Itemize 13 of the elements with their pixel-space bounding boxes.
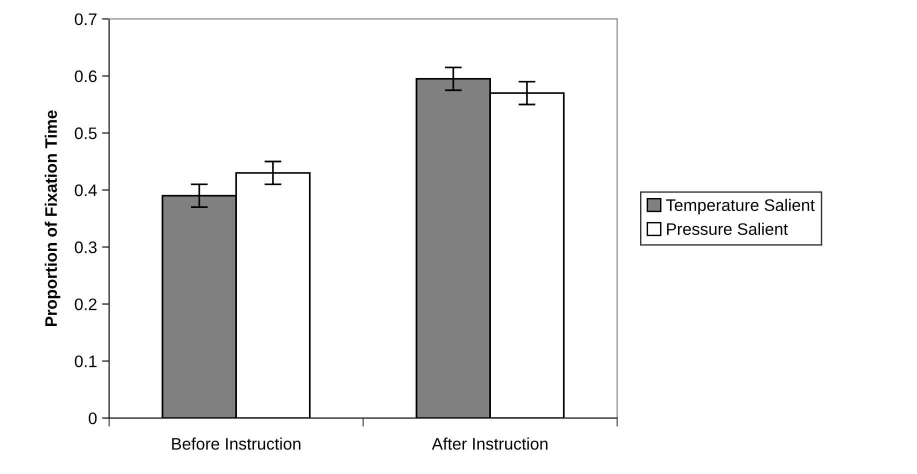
- y-tick-label: 0.4: [74, 184, 97, 196]
- y-tick-label: 0.7: [74, 13, 96, 26]
- y-tick-label: 0: [88, 412, 97, 424]
- y-tick-label: 0.5: [74, 127, 97, 140]
- x-tick-label: After Instruction: [432, 438, 548, 450]
- y-axis-title: Proportion of Fixation Time: [44, 110, 60, 326]
- y-tick-label: 0.6: [74, 70, 97, 82]
- legend-label: Pressure Salient: [667, 222, 788, 236]
- x-tick-label: Before Instruction: [172, 438, 300, 450]
- y-tick-label: 0.2: [74, 298, 96, 310]
- y-tick-label: 0.1: [74, 355, 97, 368]
- y-tick-label: 0.3: [74, 241, 97, 254]
- legend-label: Temperature Salient: [666, 198, 815, 214]
